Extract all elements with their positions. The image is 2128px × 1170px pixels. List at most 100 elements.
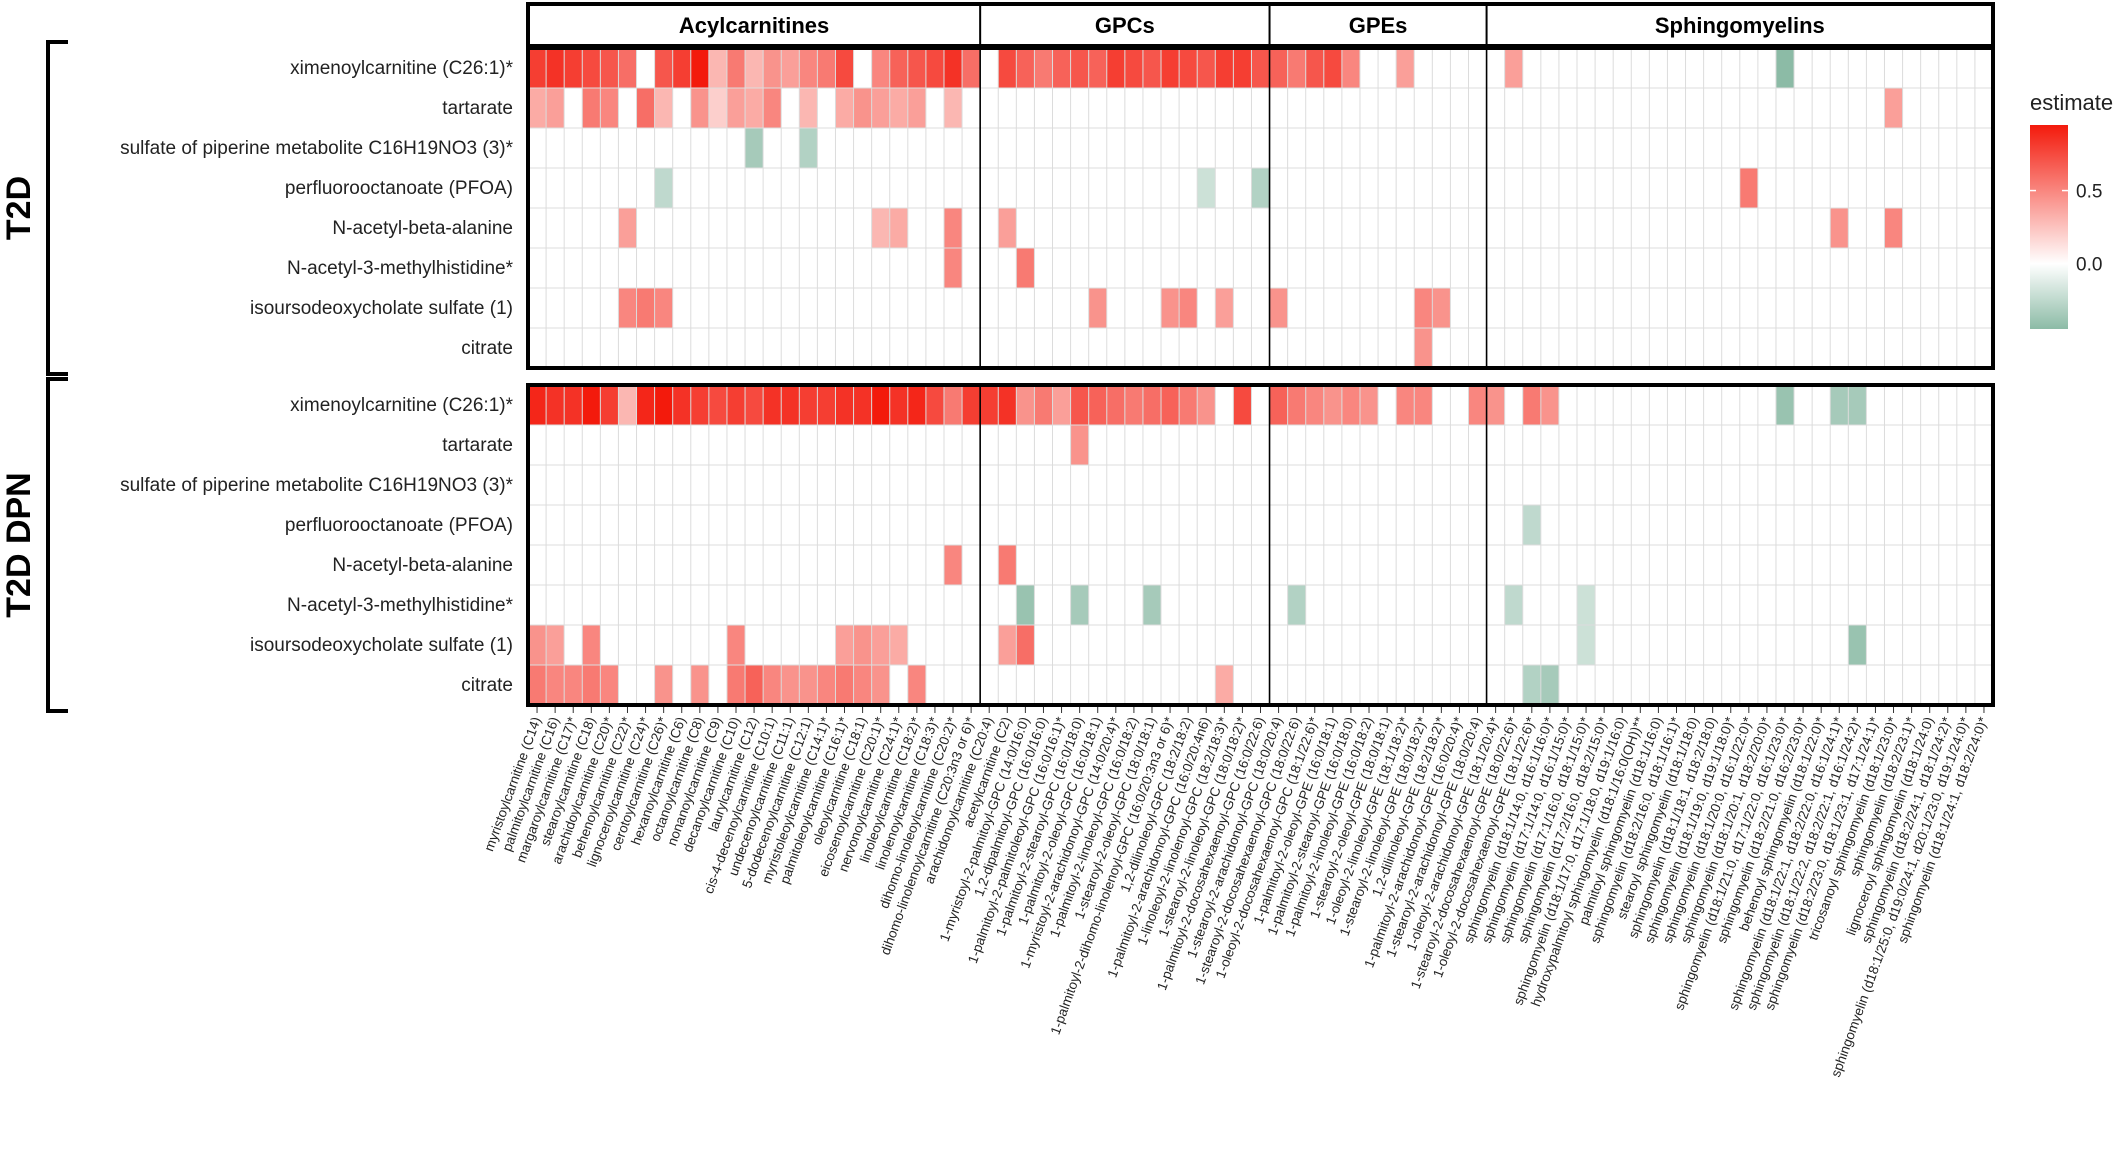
row-label: tartarate bbox=[442, 98, 513, 119]
heatmap-cell bbox=[600, 665, 619, 705]
heatmap-cell bbox=[943, 385, 963, 425]
heatmap-cell bbox=[835, 625, 854, 665]
heatmap-cell bbox=[1577, 585, 1596, 625]
heatmap-cell bbox=[1468, 385, 1487, 425]
heatmap-cell bbox=[564, 48, 583, 88]
row-label: N-acetyl-beta-alanine bbox=[332, 218, 513, 239]
heatmap-cell bbox=[1016, 585, 1035, 625]
heatmap-cell bbox=[1269, 288, 1288, 328]
heatmap-cell bbox=[907, 48, 926, 88]
heatmap-cell bbox=[654, 288, 673, 328]
heatmap-cell bbox=[708, 385, 727, 425]
heatmap-cell bbox=[853, 625, 872, 665]
heatmap-cell bbox=[654, 48, 673, 88]
heatmap-cell bbox=[1179, 385, 1198, 425]
heatmap-cell bbox=[546, 625, 565, 665]
heatmap-cell bbox=[1775, 385, 1795, 425]
heatmap-cell bbox=[1251, 168, 1270, 208]
heatmap-cell bbox=[1305, 385, 1324, 425]
heatmap-cell bbox=[1197, 168, 1216, 208]
heatmap-cell bbox=[1848, 385, 1867, 425]
heatmap-cell bbox=[943, 48, 963, 88]
heatmap-cell bbox=[1251, 48, 1270, 88]
heatmap-cell bbox=[835, 48, 854, 88]
heatmap-cell bbox=[943, 88, 963, 128]
heatmap-cell bbox=[1577, 625, 1596, 665]
heatmap-cell bbox=[726, 48, 746, 88]
heatmap-cell bbox=[980, 385, 999, 425]
row-label: sulfate of piperine metabolite C16H19NO3… bbox=[120, 138, 513, 159]
heatmap-cell bbox=[1486, 385, 1505, 425]
heatmap-cell bbox=[1540, 385, 1559, 425]
heatmap-cell bbox=[817, 48, 836, 88]
heatmap-cell bbox=[871, 665, 890, 705]
heatmap-cell bbox=[1269, 385, 1288, 425]
heatmap-cell bbox=[600, 88, 619, 128]
heatmap-cell bbox=[654, 385, 673, 425]
heatmap-cell bbox=[1848, 625, 1867, 665]
heatmap-cell bbox=[799, 48, 818, 88]
heatmap-cell bbox=[1070, 585, 1089, 625]
heatmap-cell bbox=[1016, 48, 1035, 88]
legend-color-bar bbox=[2030, 125, 2068, 329]
panel-t2d: ximenoylcarnitine (C26:1)* tartarate sulfa… bbox=[0, 40, 1995, 376]
legend: estimate 0.5 0.0 bbox=[2030, 90, 2113, 329]
heatmap-cell bbox=[546, 665, 565, 705]
heatmap-cell bbox=[763, 88, 782, 128]
heatmap-cell bbox=[528, 88, 547, 128]
heatmap-cell bbox=[925, 385, 944, 425]
heatmap-cell bbox=[1124, 48, 1143, 88]
heatmap-cell bbox=[546, 48, 565, 88]
heatmap-cell bbox=[871, 625, 890, 665]
heatmap-cell bbox=[1287, 385, 1306, 425]
heatmap-cell bbox=[1305, 48, 1324, 88]
heatmap-cell bbox=[763, 48, 782, 88]
heatmap-cell bbox=[781, 48, 800, 88]
heatmap-cell bbox=[636, 385, 655, 425]
heatmap-cell bbox=[943, 545, 963, 585]
heatmap-cell bbox=[998, 625, 1017, 665]
heatmap-cell bbox=[726, 385, 746, 425]
x-axis-labels: myristoylcarnitine (C14)palmitoylcarniti… bbox=[481, 707, 1991, 1079]
heatmap-cell bbox=[817, 385, 836, 425]
heatmap-cell bbox=[998, 208, 1017, 248]
row-label: tartarate bbox=[442, 435, 513, 456]
group-title: GPEs bbox=[1349, 13, 1408, 38]
row-label: citrate bbox=[461, 338, 513, 359]
heatmap-cell bbox=[600, 48, 619, 88]
heatmap-cell bbox=[925, 48, 944, 88]
heatmap-cell bbox=[1106, 385, 1125, 425]
heatmap-cell bbox=[726, 625, 746, 665]
heatmap-cell bbox=[618, 385, 637, 425]
heatmap-cell bbox=[618, 288, 637, 328]
group-title: Acylcarnitines bbox=[679, 13, 829, 38]
panel-frame bbox=[526, 383, 1995, 707]
row-label: citrate bbox=[461, 675, 513, 696]
heatmap-cell bbox=[1215, 288, 1234, 328]
heatmap-cell bbox=[889, 385, 908, 425]
panel-t2d-dpn: ximenoylcarnitine (C26:1)* tartarate sulfa… bbox=[0, 377, 1995, 713]
heatmap-cell bbox=[1522, 505, 1541, 545]
heatmap-cell bbox=[907, 665, 926, 705]
heatmap-cell bbox=[1215, 665, 1234, 705]
heatmap-cell bbox=[1197, 385, 1216, 425]
heatmap-cell bbox=[690, 385, 709, 425]
heatmap-cell bbox=[1034, 48, 1053, 88]
heatmap-cell bbox=[853, 665, 872, 705]
heatmap-cell bbox=[1088, 48, 1107, 88]
heatmap-cell bbox=[1161, 385, 1180, 425]
heatmap-cell bbox=[889, 208, 908, 248]
heatmap-cell bbox=[817, 665, 836, 705]
heatmap-cell bbox=[1830, 208, 1849, 248]
panel-title: T2D DPN bbox=[0, 472, 38, 617]
heatmap-cell bbox=[1287, 48, 1306, 88]
heatmap-cell bbox=[1142, 585, 1162, 625]
heatmap-cell bbox=[1540, 665, 1559, 705]
heatmap-cell bbox=[654, 88, 673, 128]
heatmap-cell bbox=[1016, 248, 1035, 288]
heatmap-cell bbox=[618, 48, 637, 88]
heatmap-cell bbox=[528, 625, 547, 665]
heatmap-cell bbox=[1052, 48, 1071, 88]
heatmap-cell bbox=[726, 88, 746, 128]
heatmap-cell bbox=[799, 128, 818, 168]
